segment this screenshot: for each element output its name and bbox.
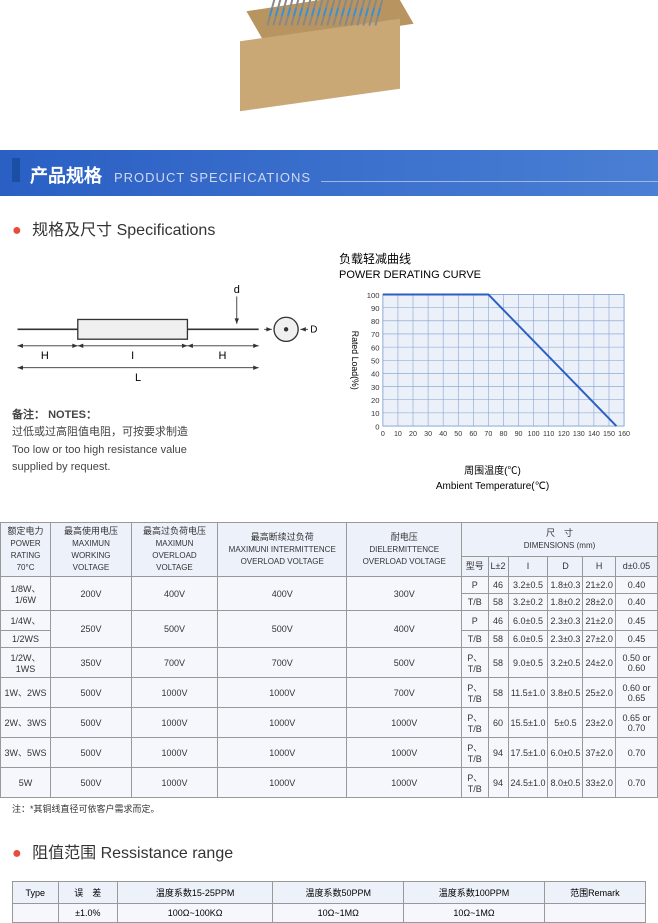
table-row: 2W、3WS500V1000V1000V1000VP、T/B6015.5±1.0… xyxy=(1,708,658,738)
svg-text:d: d xyxy=(234,284,240,296)
svg-text:90: 90 xyxy=(371,304,380,313)
svg-text:60: 60 xyxy=(371,343,380,352)
table-cell xyxy=(13,904,59,923)
svg-text:L: L xyxy=(135,372,141,384)
chart-title-cn: 负载轻减曲线 xyxy=(339,250,646,267)
svg-text:10: 10 xyxy=(371,409,380,418)
table-header: 温度系数15-25PPM xyxy=(118,882,273,904)
table-header: 误 差 xyxy=(58,882,117,904)
svg-text:30: 30 xyxy=(424,430,432,438)
svg-text:50: 50 xyxy=(371,357,380,366)
svg-text:0: 0 xyxy=(375,422,379,431)
svg-text:150: 150 xyxy=(603,430,615,438)
svg-text:70: 70 xyxy=(484,430,492,438)
derating-chart: 1009080706050403020100 01020304050607080… xyxy=(339,289,646,453)
svg-text:80: 80 xyxy=(500,430,508,438)
bullet-icon: ● xyxy=(12,222,22,239)
table-cell: 10Ω~1MΩ xyxy=(273,904,404,923)
svg-text:20: 20 xyxy=(409,430,417,438)
chart-xlabel-en: Ambient Temperature(℃) xyxy=(339,481,646,492)
table-header: 温度系数100PPM xyxy=(404,882,544,904)
chart-xlabel-cn: 周围温度(℃) xyxy=(339,462,646,477)
notes-line3: supplied by request. xyxy=(12,461,110,473)
section-header: 产品规格 PRODUCT SPECIFICATIONS xyxy=(0,150,658,196)
section2-cn: 阻值范围 xyxy=(32,845,96,862)
svg-text:160: 160 xyxy=(618,430,630,438)
section2-en: Ressistance range xyxy=(101,845,234,862)
table-cell: 100Ω~100KΩ xyxy=(118,904,273,923)
svg-text:100: 100 xyxy=(528,430,540,438)
resistance-range-table: Type误 差温度系数15-25PPM温度系数50PPM温度系数100PPM范围… xyxy=(12,881,646,923)
notes-line1: 过低或过高阻值电阻，可按要求制造 xyxy=(12,426,188,438)
svg-text:30: 30 xyxy=(371,383,380,392)
table-footnote: 注：*其铜线直径可依客户需求而定。 xyxy=(0,798,658,819)
svg-text:90: 90 xyxy=(515,430,523,438)
chart-title-en: POWER DERATING CURVE xyxy=(339,269,646,281)
product-image xyxy=(0,0,658,140)
table-row: 1W、2WS500V1000V1000V700VP、T/B5811.5±1.03… xyxy=(1,678,658,708)
table-row: 1/4W、250V500V500V400VP466.0±0.52.3±0.321… xyxy=(1,611,658,631)
svg-text:40: 40 xyxy=(371,370,380,379)
svg-text:40: 40 xyxy=(439,430,447,438)
section-title-specifications: ● 规格及尺寸 Specifications xyxy=(0,196,658,250)
header-title-cn: 产品规格 xyxy=(30,162,102,188)
svg-text:130: 130 xyxy=(573,430,585,438)
table-cell xyxy=(544,904,645,923)
svg-text:0: 0 xyxy=(381,430,385,438)
notes-label-en: NOTES： xyxy=(48,409,97,421)
table-header: 温度系数50PPM xyxy=(273,882,404,904)
svg-text:140: 140 xyxy=(588,430,600,438)
svg-text:100: 100 xyxy=(367,291,380,300)
svg-text:60: 60 xyxy=(469,430,477,438)
svg-text:Rated Load(%): Rated Load(%) xyxy=(350,331,360,390)
svg-text:10: 10 xyxy=(394,430,402,438)
table-cell: ±1.0% xyxy=(58,904,117,923)
svg-text:I: I xyxy=(131,350,134,362)
svg-text:D: D xyxy=(310,325,317,336)
notes-label-cn: 备注： xyxy=(12,409,45,421)
section1-cn: 规格及尺寸 xyxy=(32,222,112,239)
header-title-en: PRODUCT SPECIFICATIONS xyxy=(114,170,311,185)
svg-text:80: 80 xyxy=(371,317,380,326)
table-row: 1/8W、1/6W200V400V400V300VP463.2±0.51.8±0… xyxy=(1,577,658,594)
notes-block: 备注： NOTES： 过低或过高阻值电阻，可按要求制造 Too low or t… xyxy=(12,407,319,477)
table-header: Type xyxy=(13,882,59,904)
table-header: 范围Remark xyxy=(544,882,645,904)
svg-text:110: 110 xyxy=(543,430,554,438)
dimension-diagram: H I H L d D xyxy=(12,280,319,395)
svg-text:120: 120 xyxy=(558,430,570,438)
svg-text:H: H xyxy=(219,350,227,362)
specifications-table: 额定电力POWER RATING70°C 最高使用电压MAXIMUN WORKI… xyxy=(0,522,658,798)
svg-text:70: 70 xyxy=(371,330,380,339)
bullet-icon: ● xyxy=(12,845,22,862)
svg-text:20: 20 xyxy=(371,396,380,405)
table-row: 5W500V1000V1000V1000VP、T/B9424.5±1.08.0±… xyxy=(1,768,658,798)
svg-text:H: H xyxy=(41,350,49,362)
table-cell: 10Ω~1MΩ xyxy=(404,904,544,923)
table-row: 1/2W、1WS350V700V700V500VP、T/B589.0±0.53.… xyxy=(1,648,658,678)
table-row: 3W、5WS500V1000V1000V1000VP、T/B9417.5±1.0… xyxy=(1,738,658,768)
svg-text:50: 50 xyxy=(454,430,462,438)
section-title-resistance: ● 阻值范围 Ressistance range xyxy=(0,819,658,873)
notes-line2: Too low or too high resistance value xyxy=(12,444,187,456)
section1-en: Specifications xyxy=(117,222,216,239)
